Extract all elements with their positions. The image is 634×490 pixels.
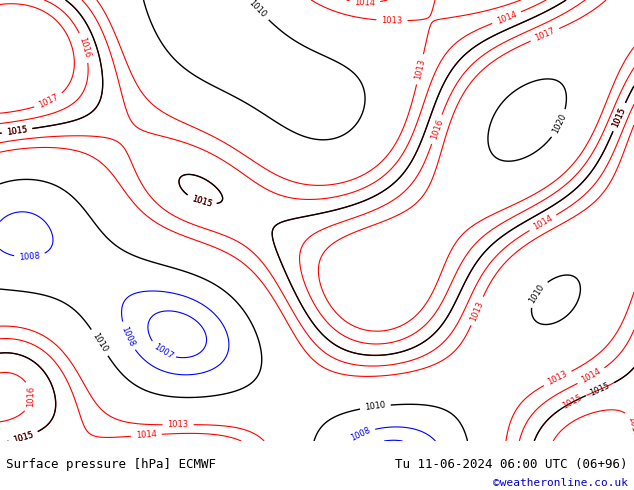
Text: 1015: 1015	[611, 105, 628, 128]
Text: 1014: 1014	[495, 10, 518, 26]
Text: 1010: 1010	[90, 331, 109, 354]
Text: 1010: 1010	[365, 401, 386, 413]
Text: 1014: 1014	[354, 0, 375, 7]
Text: ©weatheronline.co.uk: ©weatheronline.co.uk	[493, 478, 628, 488]
Text: 1013: 1013	[547, 369, 569, 387]
Text: 1015: 1015	[588, 381, 611, 398]
Text: 1020: 1020	[551, 112, 569, 135]
Text: 1010: 1010	[247, 0, 268, 20]
Text: 1016: 1016	[77, 36, 92, 59]
Text: 1013: 1013	[381, 16, 403, 25]
Text: 1007: 1007	[152, 343, 174, 362]
Text: 1015: 1015	[190, 195, 213, 209]
Text: 1008: 1008	[19, 251, 41, 262]
Text: 1008: 1008	[349, 426, 372, 443]
Text: 1015: 1015	[611, 105, 628, 128]
Text: 1010: 1010	[527, 282, 547, 305]
Text: 1015: 1015	[190, 195, 213, 209]
Text: Tu 11-06-2024 06:00 UTC (06+96): Tu 11-06-2024 06:00 UTC (06+96)	[395, 458, 628, 471]
Text: 1017: 1017	[37, 93, 60, 110]
Text: 1014: 1014	[531, 214, 554, 232]
Text: 1015: 1015	[12, 430, 35, 444]
Text: Surface pressure [hPa] ECMWF: Surface pressure [hPa] ECMWF	[6, 458, 216, 471]
Text: 1015: 1015	[6, 125, 28, 137]
Text: 1016: 1016	[626, 415, 634, 438]
Text: 1017: 1017	[533, 26, 557, 43]
Text: 1015: 1015	[12, 430, 35, 444]
Text: 1016: 1016	[429, 118, 444, 141]
Text: 1015: 1015	[561, 393, 584, 411]
Text: 1016: 1016	[26, 386, 36, 408]
Text: 1008: 1008	[119, 325, 136, 348]
Text: 1014: 1014	[580, 367, 602, 385]
Text: 1013: 1013	[413, 58, 427, 81]
Text: 1013: 1013	[469, 299, 485, 322]
Text: 1013: 1013	[167, 420, 189, 429]
Text: 1015: 1015	[6, 125, 28, 137]
Text: 1014: 1014	[136, 430, 157, 441]
